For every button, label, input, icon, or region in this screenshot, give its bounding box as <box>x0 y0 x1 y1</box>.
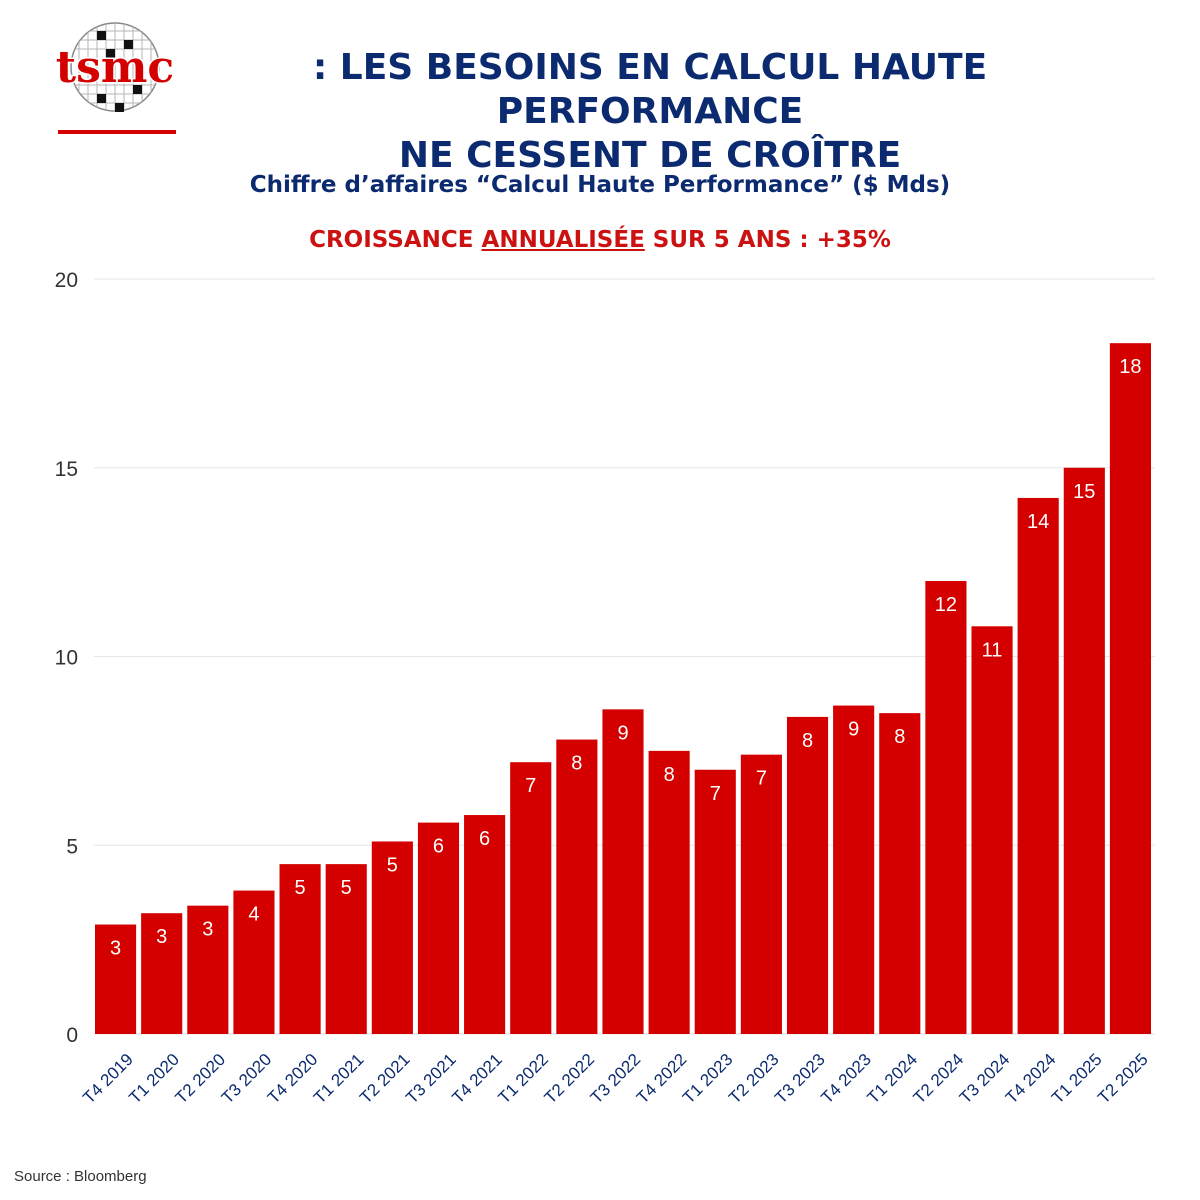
x-tick-label: T4 2022 <box>633 1050 691 1108</box>
bar <box>740 754 782 1034</box>
bar <box>1017 497 1059 1034</box>
bar-value-label: 6 <box>479 828 490 850</box>
x-tick-label: T3 2022 <box>587 1050 645 1108</box>
bar <box>648 750 690 1034</box>
y-tick-label: 0 <box>66 1024 78 1047</box>
title-line-2: NE CESSENT DE CROÎTRE <box>398 135 902 176</box>
bar <box>1063 467 1105 1034</box>
x-tick-label: T1 2024 <box>864 1050 922 1108</box>
bar-value-label: 8 <box>571 753 582 775</box>
title-line-1: : LES BESOINS EN CALCUL HAUTE PERFORMANC… <box>312 47 988 132</box>
bar <box>510 762 552 1034</box>
logo-text: tsmc <box>56 42 174 93</box>
bar <box>464 815 506 1034</box>
x-tick-label: T3 2023 <box>771 1050 829 1108</box>
x-tick-label: T1 2021 <box>310 1050 368 1108</box>
bar-value-label: 5 <box>295 877 306 899</box>
bar <box>233 890 275 1034</box>
bar-value-label: 7 <box>710 783 721 805</box>
bar-value-label: 8 <box>664 764 675 786</box>
bar-value-label: 9 <box>848 719 859 741</box>
bar <box>371 841 413 1034</box>
bar <box>141 913 183 1034</box>
growth-part-1: CROISSANCE <box>309 227 482 253</box>
bar-value-label: 4 <box>248 904 259 926</box>
x-tick-label: T4 2024 <box>1002 1050 1060 1108</box>
bar-value-label: 15 <box>1073 481 1095 503</box>
bar-value-label: 8 <box>802 730 813 752</box>
x-tick-label: T1 2022 <box>495 1050 553 1108</box>
x-tick-label: T4 2020 <box>264 1050 322 1108</box>
bar <box>325 864 367 1034</box>
bar-value-label: 12 <box>935 594 957 616</box>
bar <box>556 739 598 1034</box>
bar-value-label: 8 <box>894 726 905 748</box>
y-tick-label: 5 <box>66 835 78 858</box>
bar <box>786 716 829 1034</box>
bar-value-label: 11 <box>982 639 1003 661</box>
bar-value-label: 9 <box>617 722 628 744</box>
tsmc-logo: tsmc <box>54 22 176 134</box>
x-tick-label: T2 2020 <box>172 1050 230 1108</box>
bar <box>187 905 229 1034</box>
x-tick-label: T1 2023 <box>679 1050 737 1108</box>
x-tick-label: T4 2019 <box>79 1050 137 1108</box>
bar-value-label: 14 <box>1027 511 1049 533</box>
bar <box>279 864 321 1034</box>
x-tick-label: T3 2021 <box>402 1050 460 1108</box>
bar-value-label: 7 <box>756 768 767 790</box>
x-tick-label: T2 2021 <box>356 1050 414 1108</box>
y-tick-label: 15 <box>55 458 78 481</box>
bar-value-label: 7 <box>525 775 536 797</box>
bar <box>417 822 460 1034</box>
bar <box>1109 343 1151 1034</box>
bar <box>602 709 644 1034</box>
y-tick-label: 20 <box>55 269 78 292</box>
x-tick-label: T3 2020 <box>218 1050 276 1108</box>
growth-callout: CROISSANCE ANNUALISÉE SUR 5 ANS : +35% <box>0 227 1200 253</box>
page-title: : LES BESOINS EN CALCUL HAUTE PERFORMANC… <box>200 46 1100 178</box>
x-tick-label: T3 2024 <box>956 1050 1014 1108</box>
bar-value-label: 3 <box>110 938 121 960</box>
x-tick-label: T2 2024 <box>910 1050 968 1108</box>
x-tick-label: T4 2023 <box>817 1050 875 1108</box>
x-tick-label: T2 2023 <box>725 1050 783 1108</box>
x-tick-label: T1 2025 <box>1048 1050 1106 1108</box>
source-note: Source : Bloomberg <box>14 1168 147 1185</box>
bar-value-label: 5 <box>341 877 352 899</box>
x-tick-label: T1 2020 <box>125 1050 183 1108</box>
bar <box>925 581 967 1034</box>
bar-value-label: 18 <box>1119 356 1141 378</box>
growth-part-2: SUR 5 ANS : +35% <box>644 227 891 253</box>
bar <box>971 626 1013 1034</box>
x-tick-label: T2 2025 <box>1094 1050 1152 1108</box>
x-tick-label: T2 2022 <box>541 1050 599 1108</box>
chart-subtitle: Chiffre d’affaires “Calcul Haute Perform… <box>249 172 951 198</box>
bar-value-label: 3 <box>156 926 167 948</box>
title-prefix: : <box>312 47 328 88</box>
bar <box>694 769 736 1034</box>
bar-value-label: 5 <box>387 854 398 876</box>
y-tick-label: 10 <box>55 647 78 670</box>
bar-value-label: 6 <box>433 836 444 858</box>
bar <box>879 713 921 1034</box>
bar <box>833 705 875 1034</box>
x-tick-label: T4 2021 <box>448 1050 506 1108</box>
growth-underlined: ANNUALISÉE <box>481 227 645 253</box>
bar <box>95 924 137 1034</box>
bar-value-label: 3 <box>202 919 213 941</box>
